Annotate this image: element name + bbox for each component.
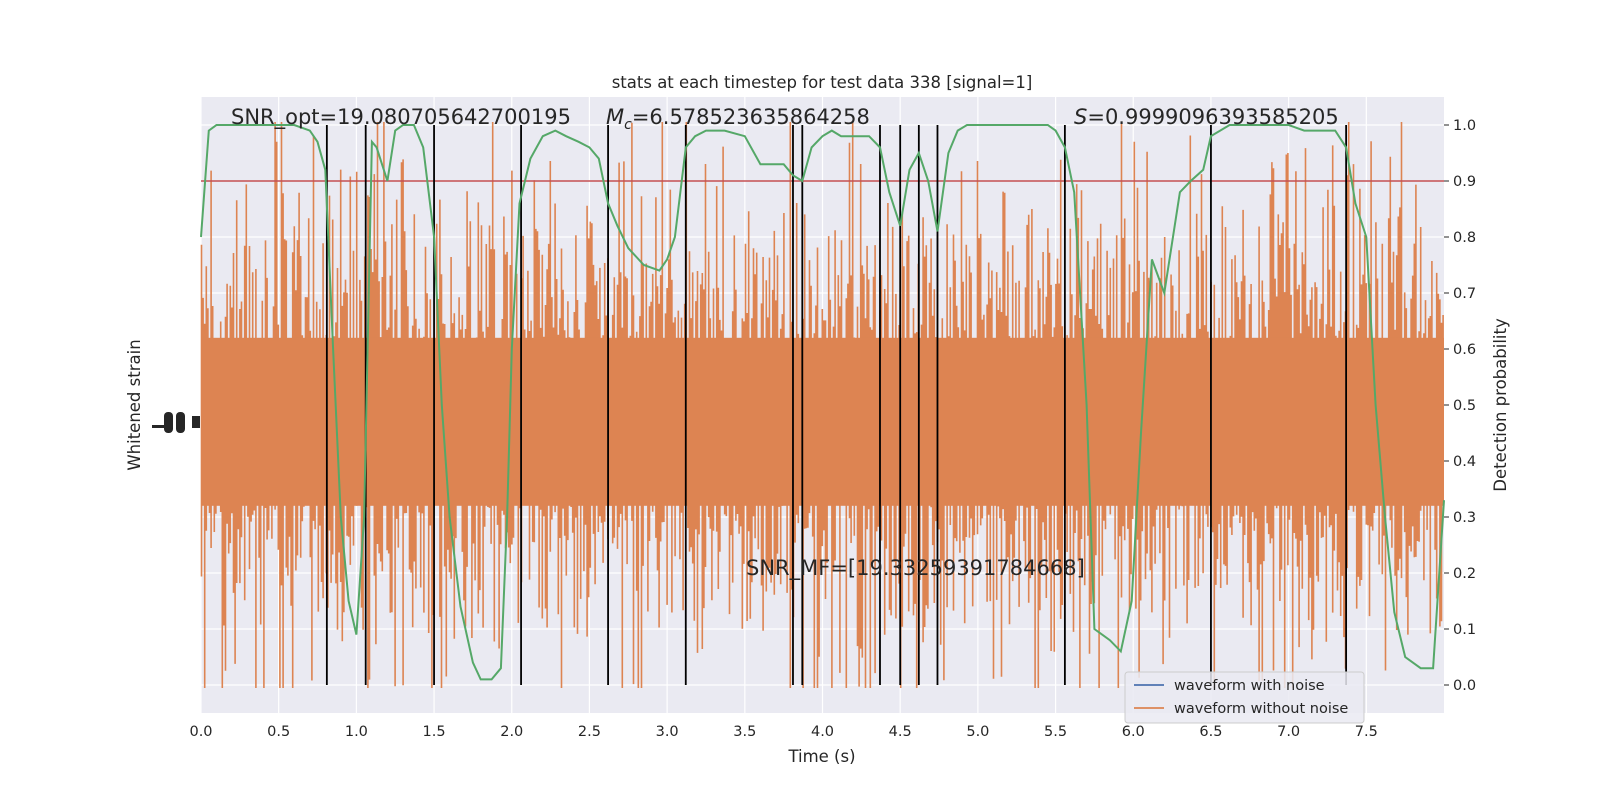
chirp-mass-subscript: c — [624, 117, 632, 133]
x-tick-label: 0.0 — [189, 724, 212, 740]
legend: waveform with noise waveform without noi… — [1124, 671, 1365, 724]
chirp-mass-annotation: Mc=6.578523635864258 — [606, 105, 870, 133]
snr-mf-annotation: SNR_MF=[19.33259391784668] — [746, 556, 1085, 581]
s-symbol: S — [1074, 105, 1087, 129]
x-tick-label: 2.0 — [500, 724, 523, 740]
y-tick-label: 0.2 — [1453, 566, 1476, 582]
legend-label-without-noise: waveform without noise — [1174, 701, 1348, 717]
left-axis-offset-artifacts — [152, 412, 200, 433]
y-tick-label: 0.0 — [1453, 678, 1476, 694]
x-tick-label: 1.0 — [345, 724, 368, 740]
x-tick-label: 7.5 — [1355, 724, 1378, 740]
x-axis-label: Time (s) — [787, 747, 855, 766]
y-tick-label: 0.9 — [1453, 174, 1476, 190]
x-tick-label: 6.5 — [1199, 724, 1222, 740]
y-axis-label-left: Whitened strain — [125, 339, 144, 470]
x-tick-label: 0.5 — [267, 724, 290, 740]
y-axis-label-right: Detection probability — [1491, 318, 1510, 492]
y-tick-label: 1.0 — [1453, 118, 1476, 134]
chirp-mass-value: =6.578523635864258 — [632, 105, 870, 129]
snr-opt-annotation: SNR_opt=19.080705642700195 — [231, 105, 571, 130]
y-tick-label: 0.4 — [1453, 454, 1476, 470]
legend-label-with-noise: waveform with noise — [1174, 678, 1325, 694]
x-tick-label: 7.0 — [1277, 724, 1300, 740]
x-tick-label: 5.0 — [966, 724, 989, 740]
x-tick-label: 6.0 — [1122, 724, 1145, 740]
y-tick-label: 0.8 — [1453, 230, 1476, 246]
y-tick-label: 0.5 — [1453, 398, 1476, 414]
s-value: =0.9999096393585205 — [1087, 105, 1338, 129]
x-tick-label: 5.5 — [1044, 724, 1067, 740]
detection-probability-line — [200, 124, 1445, 681]
y-tick-label: 0.7 — [1453, 286, 1476, 302]
x-tick-label: 3.5 — [733, 724, 756, 740]
legend-box — [1124, 671, 1365, 724]
y-tick-label: 0.1 — [1453, 622, 1476, 638]
x-tick-label: 4.0 — [811, 724, 834, 740]
chart-title: stats at each timestep for test data 338… — [612, 73, 1033, 92]
x-tick-label: 2.5 — [578, 724, 601, 740]
y-tick-label: 0.6 — [1453, 342, 1476, 358]
y-tick-labels-right: 0.0 0.1 0.2 0.3 0.4 0.5 0.6 0.7 0.8 0.9 1.0 — [1444, 118, 1476, 694]
chirp-mass-symbol: M — [606, 105, 624, 129]
event-markers — [325, 125, 1348, 685]
s-annotation: S=0.9999096393585205 — [1074, 105, 1339, 129]
x-tick-label: 1.5 — [423, 724, 446, 740]
x-tick-label: 4.5 — [889, 724, 912, 740]
waveform-without-noise-series — [200, 122, 1444, 688]
y-tick-label: 0.3 — [1453, 510, 1476, 526]
x-tick-labels: 0.0 0.5 1.0 1.5 2.0 2.5 3.0 3.5 4.0 4.5 5.0 5.5 6.0 6… — [189, 724, 1377, 740]
strain-dense-band — [201, 337, 1444, 506]
x-tick-label: 3.0 — [656, 724, 679, 740]
